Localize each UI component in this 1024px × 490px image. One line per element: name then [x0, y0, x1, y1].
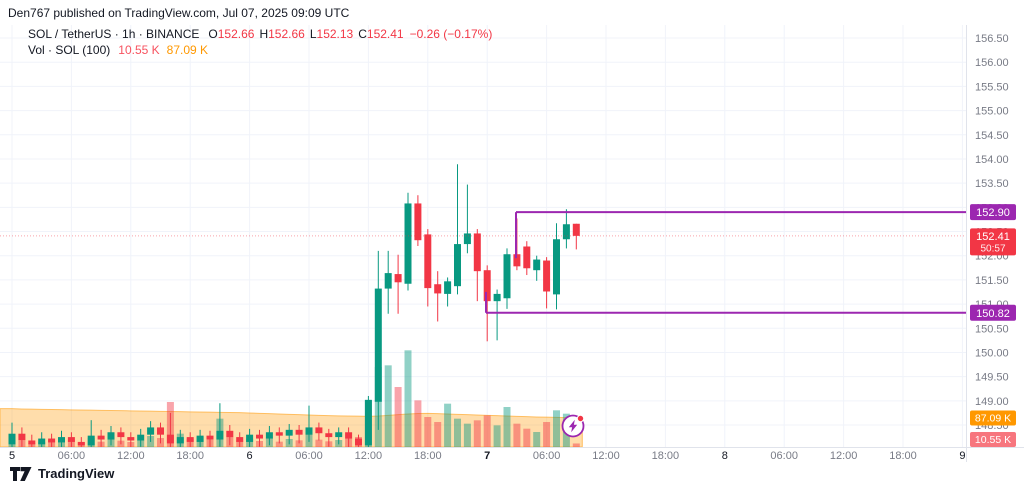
svg-text:150.00: 150.00 — [975, 347, 1009, 359]
level-line-152.90[interactable] — [515, 211, 966, 259]
flash-icon[interactable] — [561, 414, 585, 438]
svg-text:153.50: 153.50 — [975, 178, 1009, 190]
svg-text:6: 6 — [247, 450, 253, 462]
svg-text:12:00: 12:00 — [355, 450, 383, 462]
notification-dot — [576, 414, 585, 423]
svg-text:154.50: 154.50 — [975, 130, 1009, 142]
svg-text:155.50: 155.50 — [975, 81, 1009, 93]
volume-ma-badge: 87.09 K — [970, 410, 1016, 426]
low-value: 152.13 — [316, 27, 354, 41]
svg-text:5: 5 — [9, 450, 15, 462]
svg-text:8: 8 — [722, 450, 728, 462]
svg-text:152.90: 152.90 — [976, 207, 1010, 219]
volume-study-label[interactable]: Vol · SOL (100) — [28, 43, 111, 57]
time-axis[interactable]: 5 06:00 12:00 18:00 6 06:00 12:00 18:00 7 06:00 12… — [9, 450, 966, 462]
svg-text:152.41: 152.41 — [976, 231, 1010, 243]
close-value: 152.41 — [366, 27, 404, 41]
close-label: C — [358, 27, 367, 41]
svg-text:155.00: 155.00 — [975, 106, 1009, 118]
volume-legend-row: Vol · SOL (100) 10.55 K 87.09 K — [28, 42, 492, 58]
tradingview-logo-icon — [10, 466, 32, 481]
high-value: 152.66 — [268, 27, 305, 41]
svg-text:9: 9 — [959, 450, 965, 462]
svg-text:154.00: 154.00 — [975, 154, 1009, 166]
low-label: L — [309, 27, 317, 41]
price-chart[interactable]: 156.50 156.00 155.50 155.00 154.50 154.00 153.… — [0, 0, 1024, 462]
grid — [0, 25, 966, 447]
svg-text:06:00: 06:00 — [58, 450, 86, 462]
svg-text:156.00: 156.00 — [975, 57, 1009, 69]
level-price-badge-upper: 152.90 — [970, 204, 1016, 221]
svg-text:150.50: 150.50 — [975, 323, 1009, 335]
symbol-legend-row: SOL / TetherUS · 1h · BINANCE O152.66 H152… — [28, 26, 492, 42]
tradingview-watermark[interactable]: TradingView — [10, 466, 114, 481]
volume-current-value: 10.55 K — [118, 43, 160, 57]
svg-text:06:00: 06:00 — [533, 450, 561, 462]
svg-text:87.09 K: 87.09 K — [975, 412, 1011, 424]
svg-text:12:00: 12:00 — [592, 450, 620, 462]
svg-text:10.55 K: 10.55 K — [975, 434, 1011, 446]
svg-text:149.50: 149.50 — [975, 372, 1009, 384]
svg-text:149.00: 149.00 — [975, 396, 1009, 408]
svg-text:12:00: 12:00 — [117, 450, 145, 462]
volume-current-badge: 10.55 K — [970, 432, 1016, 447]
level-price-badge-lower: 150.82 — [970, 304, 1016, 321]
svg-text:50:57: 50:57 — [980, 243, 1005, 254]
symbol-title[interactable]: SOL / TetherUS · 1h · BINANCE — [28, 27, 200, 41]
svg-text:12:00: 12:00 — [830, 450, 858, 462]
svg-text:18:00: 18:00 — [889, 450, 917, 462]
high-label: H — [259, 27, 269, 41]
svg-text:18:00: 18:00 — [652, 450, 680, 462]
svg-text:151.50: 151.50 — [975, 275, 1009, 287]
svg-text:06:00: 06:00 — [295, 450, 323, 462]
open-value: 152.66 — [217, 27, 255, 41]
svg-text:06:00: 06:00 — [770, 450, 798, 462]
svg-text:150.82: 150.82 — [976, 308, 1010, 320]
volume-ma-value: 87.09 K — [166, 43, 209, 57]
attribution-text: Den767 published on TradingView.com, Jul… — [8, 6, 350, 20]
svg-text:18:00: 18:00 — [414, 450, 442, 462]
svg-text:156.50: 156.50 — [975, 33, 1009, 45]
change-value: −0.26 (−0.17%) — [409, 27, 493, 41]
svg-text:18:00: 18:00 — [176, 450, 204, 462]
level-line-150.82[interactable] — [485, 291, 966, 314]
open-label: O — [208, 27, 218, 41]
chart-legend: SOL / TetherUS · 1h · BINANCE O152.66 H152… — [28, 26, 492, 58]
svg-text:7: 7 — [484, 450, 490, 462]
tradingview-brand-text: TradingView — [38, 466, 115, 481]
